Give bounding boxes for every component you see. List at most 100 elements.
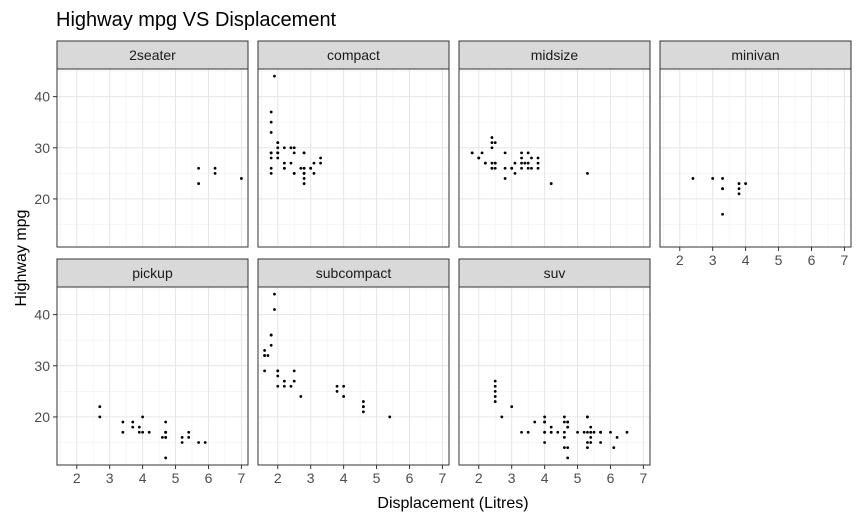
data-point bbox=[513, 161, 517, 165]
facet-label: pickup bbox=[132, 265, 173, 281]
data-point bbox=[160, 435, 164, 439]
data-point bbox=[282, 166, 286, 170]
data-point bbox=[361, 405, 365, 409]
data-point bbox=[562, 415, 566, 419]
facet-panel-2seater: 2seater 20 30 40 bbox=[34, 40, 249, 248]
facet-strip bbox=[257, 40, 450, 70]
x-tick-label: 7 bbox=[841, 252, 849, 268]
facet-label: subcompact bbox=[316, 265, 392, 281]
facet-panel-midsize: midsize bbox=[458, 40, 651, 248]
data-point bbox=[520, 151, 523, 155]
data-point bbox=[589, 430, 593, 434]
x-tick-label: 4 bbox=[541, 470, 549, 486]
x-tick-label: 6 bbox=[808, 252, 816, 268]
data-point bbox=[292, 146, 296, 150]
data-point bbox=[615, 435, 619, 439]
data-point bbox=[292, 379, 296, 383]
data-point bbox=[526, 161, 530, 165]
data-point bbox=[289, 384, 293, 388]
data-point bbox=[536, 166, 540, 170]
data-point bbox=[388, 415, 392, 419]
x-tick-label: 2 bbox=[676, 252, 684, 268]
data-point bbox=[526, 430, 530, 434]
data-point bbox=[180, 441, 184, 444]
x-tick-label: 2 bbox=[73, 470, 81, 486]
data-point bbox=[586, 430, 589, 434]
data-point bbox=[493, 389, 497, 393]
x-tick-label: 5 bbox=[172, 470, 180, 486]
facet-strip bbox=[458, 40, 651, 70]
data-point bbox=[549, 430, 553, 434]
facet-label: midsize bbox=[531, 47, 579, 63]
x-tick-label: 5 bbox=[373, 470, 381, 486]
data-point bbox=[691, 177, 695, 180]
y-tick-label: 30 bbox=[34, 358, 50, 374]
data-point bbox=[582, 430, 586, 434]
data-point bbox=[490, 136, 494, 139]
data-point bbox=[203, 441, 207, 444]
x-tick-label: 4 bbox=[742, 252, 750, 268]
data-point bbox=[576, 430, 579, 434]
data-point bbox=[721, 177, 724, 180]
data-point bbox=[721, 212, 724, 216]
panel-border bbox=[659, 68, 852, 248]
panel-border bbox=[257, 286, 450, 466]
data-point bbox=[493, 141, 497, 145]
data-point bbox=[269, 120, 273, 124]
plot-background bbox=[258, 69, 449, 247]
facet-label: suv bbox=[544, 265, 566, 281]
x-tick-label: 5 bbox=[574, 470, 582, 486]
data-point bbox=[480, 151, 484, 155]
data-point bbox=[269, 151, 273, 155]
data-point bbox=[269, 156, 273, 160]
data-point bbox=[566, 446, 570, 450]
data-point bbox=[586, 171, 589, 175]
data-point bbox=[543, 441, 547, 444]
data-point bbox=[309, 166, 313, 170]
y-tick-label: 40 bbox=[34, 307, 50, 323]
data-point bbox=[490, 161, 494, 165]
data-point bbox=[477, 156, 481, 160]
data-point bbox=[197, 441, 201, 444]
data-point bbox=[164, 435, 168, 439]
plot-background bbox=[459, 69, 650, 247]
y-axis-title: Highway mpg bbox=[13, 210, 30, 307]
data-point bbox=[263, 354, 266, 357]
data-point bbox=[483, 161, 487, 165]
data-point bbox=[562, 446, 566, 450]
plot-background bbox=[258, 287, 449, 465]
data-point bbox=[335, 389, 339, 393]
data-point bbox=[493, 161, 497, 165]
data-point bbox=[312, 171, 316, 175]
data-point bbox=[276, 384, 280, 388]
data-point bbox=[510, 166, 514, 170]
plot-background bbox=[459, 287, 650, 465]
x-tick-label: 3 bbox=[106, 470, 114, 486]
data-point bbox=[276, 156, 280, 160]
data-point bbox=[536, 156, 540, 160]
data-point bbox=[137, 430, 141, 434]
data-point bbox=[503, 177, 507, 180]
data-point bbox=[269, 333, 273, 337]
data-point bbox=[282, 161, 286, 165]
facet-label: 2seater bbox=[129, 47, 176, 63]
data-point bbox=[164, 420, 168, 424]
x-tick-label: 3 bbox=[709, 252, 717, 268]
data-point bbox=[302, 151, 306, 155]
data-point bbox=[737, 187, 741, 191]
data-point bbox=[744, 182, 748, 185]
data-point bbox=[302, 166, 306, 170]
panel-border bbox=[56, 286, 249, 466]
data-point bbox=[562, 420, 566, 424]
data-point bbox=[263, 369, 266, 373]
data-point bbox=[141, 415, 145, 419]
plot-background bbox=[57, 287, 248, 465]
data-point bbox=[121, 430, 125, 434]
facet-strip bbox=[458, 258, 651, 288]
data-point bbox=[490, 141, 494, 145]
data-point bbox=[197, 166, 201, 170]
data-point bbox=[562, 430, 566, 434]
data-point bbox=[566, 425, 570, 429]
data-point bbox=[737, 192, 741, 196]
data-point bbox=[342, 384, 346, 388]
